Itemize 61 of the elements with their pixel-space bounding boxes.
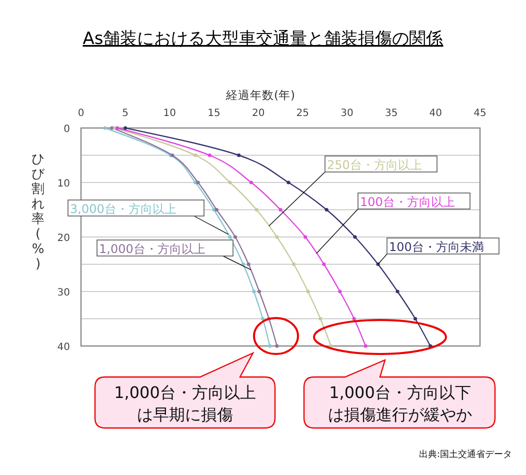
point: [237, 153, 241, 158]
x-tick-label: 45: [474, 108, 486, 119]
point: [304, 235, 308, 239]
point: [364, 344, 368, 348]
point: [116, 126, 120, 130]
x-tick-label: 30: [340, 108, 354, 119]
point: [194, 153, 198, 158]
x-tick-label: 25: [296, 108, 310, 119]
point: [318, 316, 322, 321]
x-tick-label: 15: [208, 108, 220, 119]
point: [233, 235, 238, 239]
x-tick-label: 40: [429, 108, 442, 119]
chart-title: As舗装における大型車交通量と舗装損傷の関係: [82, 29, 444, 49]
point: [252, 290, 256, 294]
point: [214, 208, 218, 212]
y-axis-title: ひび割れ率(%): [32, 152, 46, 272]
point: [254, 208, 258, 212]
y-tick-label: 0: [64, 124, 70, 135]
point: [278, 208, 282, 212]
x-tick-label: 10: [163, 108, 176, 119]
point: [257, 290, 262, 294]
point: [275, 344, 279, 348]
point: [249, 180, 254, 184]
x-tick-label: 20: [252, 108, 265, 119]
y-tick-label: 40: [57, 342, 70, 353]
x-tick-label: 5: [122, 108, 129, 119]
point: [124, 126, 128, 130]
text: 1,000台・方向以上: [99, 242, 206, 256]
point: [292, 262, 296, 266]
point: [246, 262, 250, 266]
point: [260, 316, 265, 321]
source-note: 出典:国土交通省データ: [418, 449, 512, 460]
point: [103, 126, 107, 130]
point: [196, 180, 200, 184]
point: [306, 290, 310, 294]
point: [208, 153, 212, 158]
point: [228, 180, 232, 184]
point: [396, 290, 400, 294]
text: 3,000台・方向以上: [70, 202, 176, 216]
x-tick-label: 0: [78, 108, 84, 119]
text: 1,000台・方向以上は早期に損傷: [114, 383, 256, 424]
point: [275, 235, 279, 239]
point: [413, 316, 418, 321]
point: [324, 208, 328, 212]
text: 250台・方向以上: [327, 158, 422, 172]
series-label: 100台・方向未満: [389, 240, 484, 254]
text: 100台・方向以上: [360, 195, 455, 209]
y-tick-label: 20: [57, 233, 70, 244]
point: [352, 316, 356, 321]
point: [268, 344, 272, 348]
y-tick-label: 10: [57, 178, 70, 190]
point: [286, 180, 290, 184]
y-tick-label: 30: [57, 288, 70, 298]
x-tick-label: 35: [384, 108, 398, 119]
x-axis-title: 経過年数(年): [225, 88, 295, 102]
point: [353, 235, 357, 239]
text: 1,000台・方向以下は損傷進行が緩やか: [328, 383, 472, 424]
point: [338, 290, 342, 294]
point: [228, 235, 232, 239]
point: [241, 262, 246, 266]
point: [322, 262, 326, 266]
